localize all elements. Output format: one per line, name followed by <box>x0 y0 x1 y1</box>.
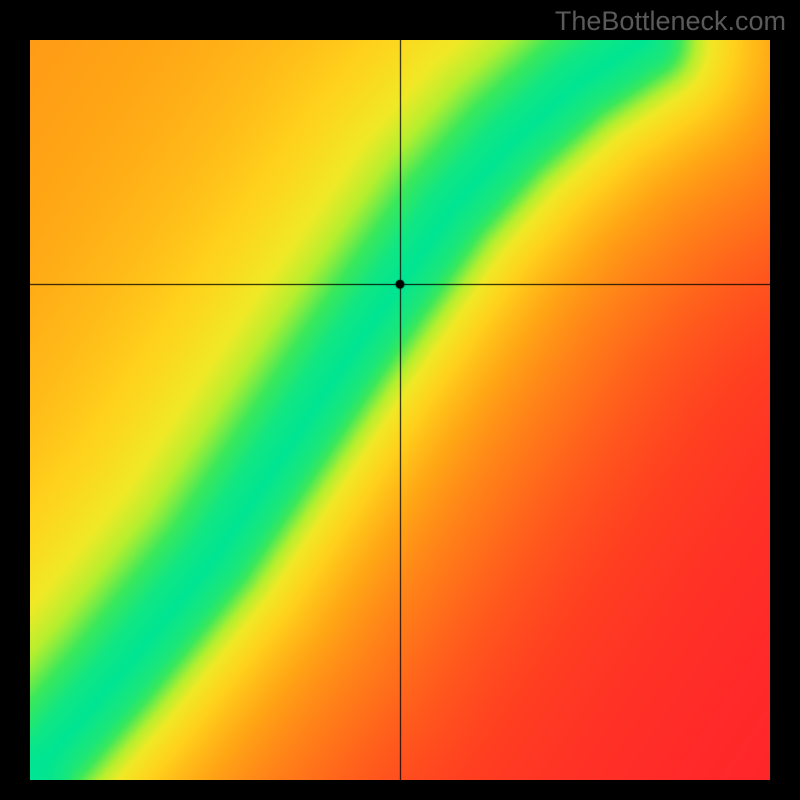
bottleneck-heatmap <box>30 40 770 780</box>
chart-container: TheBottleneck.com <box>0 0 800 800</box>
watermark-text: TheBottleneck.com <box>555 6 786 37</box>
